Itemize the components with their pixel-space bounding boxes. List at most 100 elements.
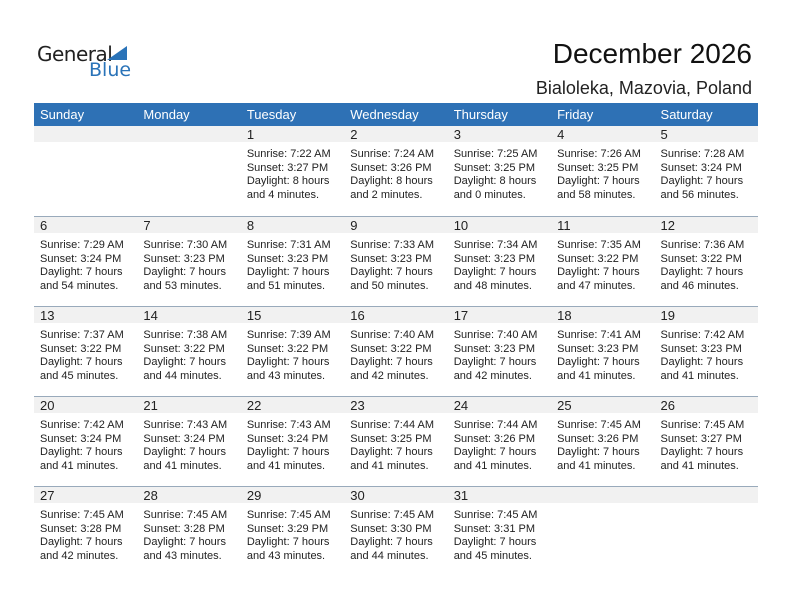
sunset: Sunset: 3:22 PM xyxy=(660,252,742,265)
daylight-minutes: and 43 minutes. xyxy=(246,549,326,562)
daylight: Daylight: 8 hours xyxy=(350,175,433,188)
sunrise: Sunrise: 7:39 AM xyxy=(246,329,331,341)
weekday-monday: Monday xyxy=(143,107,190,122)
daylight: Daylight: 7 hours xyxy=(453,266,537,279)
sunrise: Sunrise: 7:36 AM xyxy=(660,239,745,251)
sunset: Sunset: 3:23 PM xyxy=(453,252,536,265)
daylight-minutes: and 41 minutes. xyxy=(143,459,222,472)
day-cell: 27 Sunrise: 7:45 AM Sunset: 3:28 PM Daylig… xyxy=(34,487,137,563)
calendar: Sunday Monday Tuesday Wednesday Thursday Frid… xyxy=(34,103,758,576)
daylight: Daylight: 7 hours xyxy=(660,266,744,279)
week-row: 6 Sunrise: 7:29 AM Sunset: 3:24 PM Dayligh… xyxy=(34,216,758,306)
daylight: Daylight: 7 hours xyxy=(350,446,433,459)
daylight: Daylight: 7 hours xyxy=(660,175,744,188)
week-row: 20 Sunrise: 7:42 AM Sunset: 3:24 PM Daylig… xyxy=(34,396,758,486)
daylight-minutes: and 42 minutes. xyxy=(453,369,532,382)
week-row: 13 Sunrise: 7:37 AM Sunset: 3:22 PM Daylig… xyxy=(34,306,758,396)
sunset: Sunset: 3:23 PM xyxy=(143,252,225,265)
sunset: Sunset: 3:28 PM xyxy=(143,522,225,535)
daylight-minutes: and 54 minutes. xyxy=(40,279,119,292)
daylight-minutes: and 41 minutes. xyxy=(350,459,429,472)
day-number: 31 xyxy=(453,488,469,503)
sunrise: Sunrise: 7:45 AM xyxy=(143,509,228,521)
daylight: Daylight: 8 hours xyxy=(453,175,537,188)
logo-text-general: General xyxy=(37,42,113,66)
sunrise: Sunrise: 7:45 AM xyxy=(660,419,745,431)
sunset: Sunset: 3:23 PM xyxy=(350,252,432,265)
day-cell: 22 Sunrise: 7:43 AM Sunset: 3:24 PM Daylig… xyxy=(241,397,344,473)
sunrise: Sunrise: 7:29 AM xyxy=(40,239,124,251)
daylight-minutes: and 50 minutes. xyxy=(350,279,429,292)
sunset: Sunset: 3:24 PM xyxy=(40,432,122,445)
daylight: Daylight: 7 hours xyxy=(453,446,537,459)
day-cell: 9 Sunrise: 7:33 AM Sunset: 3:23 PM Dayligh… xyxy=(344,217,447,293)
sunrise: Sunrise: 7:42 AM xyxy=(40,419,124,431)
day-number: 3 xyxy=(453,127,461,142)
sunrise: Sunrise: 7:38 AM xyxy=(143,329,228,341)
sunset: Sunset: 3:26 PM xyxy=(350,161,432,174)
daylight: Daylight: 7 hours xyxy=(660,446,744,459)
sunset: Sunset: 3:30 PM xyxy=(350,522,432,535)
sunrise: Sunrise: 7:22 AM xyxy=(246,148,331,160)
day-cell: 31 Sunrise: 7:45 AM Sunset: 3:31 PM Daylig… xyxy=(448,487,551,563)
sunset: Sunset: 3:22 PM xyxy=(350,342,432,355)
day-cell: 30 Sunrise: 7:45 AM Sunset: 3:30 PM Daylig… xyxy=(344,487,447,563)
daylight: Daylight: 7 hours xyxy=(557,356,640,369)
daylight-minutes: and 42 minutes. xyxy=(40,549,119,562)
daylight: Daylight: 7 hours xyxy=(143,536,226,549)
day-cell: 11 Sunrise: 7:35 AM Sunset: 3:22 PM Daylig… xyxy=(551,217,654,293)
daylight: Daylight: 7 hours xyxy=(350,356,433,369)
day-cell: 4 Sunrise: 7:26 AM Sunset: 3:25 PM Dayligh… xyxy=(551,126,654,202)
sunrise: Sunrise: 7:45 AM xyxy=(40,509,124,521)
daylight-minutes: and 0 minutes. xyxy=(453,188,526,201)
week-row: 27 Sunrise: 7:45 AM Sunset: 3:28 PM Daylig… xyxy=(34,486,758,576)
day-cell: 8 Sunrise: 7:31 AM Sunset: 3:23 PM Dayligh… xyxy=(241,217,344,293)
day-number: 4 xyxy=(557,127,565,142)
day-number: 21 xyxy=(143,398,158,413)
daylight: Daylight: 7 hours xyxy=(557,175,640,188)
daylight: Daylight: 7 hours xyxy=(350,536,433,549)
day-cell: 13 Sunrise: 7:37 AM Sunset: 3:22 PM Daylig… xyxy=(34,307,137,383)
sunrise: Sunrise: 7:34 AM xyxy=(453,239,538,251)
daylight-minutes: and 41 minutes. xyxy=(660,459,739,472)
logo: General Blue xyxy=(37,42,137,82)
sunset: Sunset: 3:22 PM xyxy=(246,342,329,355)
daylight-minutes: and 41 minutes. xyxy=(246,459,326,472)
day-cell: 25 Sunrise: 7:45 AM Sunset: 3:26 PM Daylig… xyxy=(551,397,654,473)
day-number: 10 xyxy=(453,218,469,233)
day-number: 18 xyxy=(557,308,572,323)
day-cell: 15 Sunrise: 7:39 AM Sunset: 3:22 PM Daylig… xyxy=(241,307,344,383)
day-number: 28 xyxy=(143,488,158,503)
daylight-minutes: and 56 minutes. xyxy=(660,188,739,201)
daylight: Daylight: 7 hours xyxy=(246,266,330,279)
daylight-minutes: and 46 minutes. xyxy=(660,279,739,292)
day-number: 22 xyxy=(246,398,262,413)
logo-text-blue: Blue xyxy=(89,59,132,81)
sunset: Sunset: 3:23 PM xyxy=(246,252,329,265)
sunrise: Sunrise: 7:43 AM xyxy=(143,419,228,431)
date-band xyxy=(34,126,758,142)
sunrise: Sunrise: 7:40 AM xyxy=(453,329,538,341)
daylight-minutes: and 51 minutes. xyxy=(246,279,326,292)
sunrise: Sunrise: 7:45 AM xyxy=(557,419,641,431)
day-number: 7 xyxy=(143,218,151,233)
sunrise: Sunrise: 7:35 AM xyxy=(557,239,641,251)
sunset: Sunset: 3:29 PM xyxy=(246,522,329,535)
daylight-minutes: and 44 minutes. xyxy=(143,369,222,382)
sunset: Sunset: 3:24 PM xyxy=(660,161,742,174)
date-band xyxy=(34,397,758,413)
empty-cell xyxy=(655,487,758,563)
location: Bialoleka, Mazovia, Poland xyxy=(535,78,752,98)
sunrise: Sunrise: 7:44 AM xyxy=(350,419,435,431)
day-cell: 28 Sunrise: 7:45 AM Sunset: 3:28 PM Daylig… xyxy=(137,487,240,563)
daylight-minutes: and 45 minutes. xyxy=(453,549,532,562)
empty-cell xyxy=(551,487,654,563)
date-band xyxy=(34,487,758,503)
daylight: Daylight: 7 hours xyxy=(246,356,330,369)
weekday-tuesday: Tuesday xyxy=(246,107,297,122)
day-cell: 3 Sunrise: 7:25 AM Sunset: 3:25 PM Dayligh… xyxy=(448,126,551,202)
daylight-minutes: and 45 minutes. xyxy=(40,369,119,382)
sunset: Sunset: 3:24 PM xyxy=(143,432,225,445)
week-row: 1 Sunrise: 7:22 AM Sunset: 3:27 PM Dayligh… xyxy=(34,126,758,216)
sunset: Sunset: 3:23 PM xyxy=(660,342,742,355)
